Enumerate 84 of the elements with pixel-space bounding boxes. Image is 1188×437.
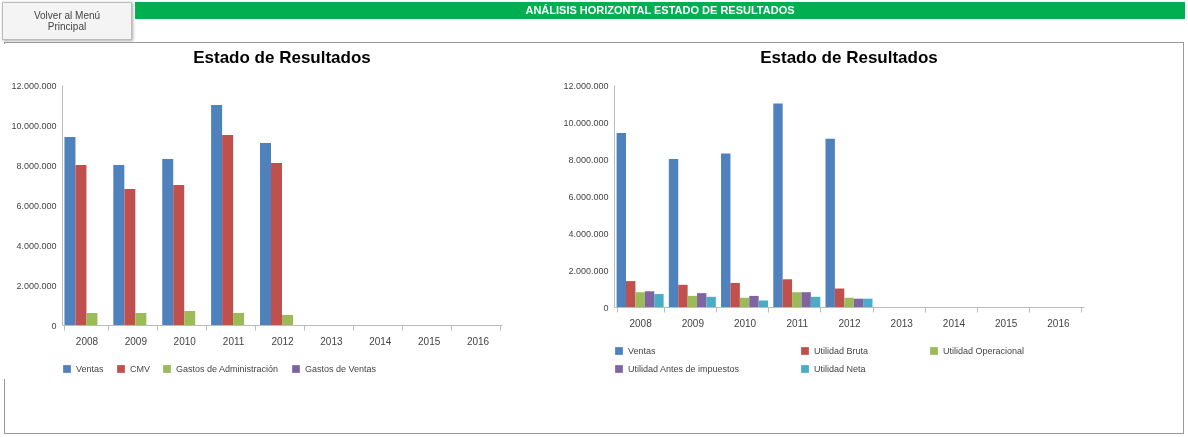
bar	[616, 133, 627, 307]
y-tick-label: 4.000.000	[568, 228, 609, 239]
bar	[678, 284, 688, 307]
y-tick-label: 10.000.000	[11, 120, 57, 131]
bar	[782, 279, 793, 307]
bar	[233, 313, 245, 325]
bar	[801, 292, 811, 307]
y-tick-label: 6.000.000	[16, 200, 57, 211]
x-tick-label: 2015	[995, 317, 1018, 329]
bar	[113, 165, 125, 325]
bar	[260, 143, 271, 325]
bar	[64, 137, 76, 325]
bar	[626, 281, 636, 307]
x-tick-label: 2011	[222, 335, 245, 347]
legend-label: CMV	[130, 364, 150, 374]
x-tick-label: 2009	[124, 335, 148, 347]
bar	[75, 165, 87, 325]
chart-title: Estado de Resultados	[193, 48, 371, 67]
bar	[810, 296, 821, 307]
x-tick-label: 2015	[418, 335, 441, 347]
x-tick-label: 2012	[838, 317, 862, 329]
legend-label: Utilidad Bruta	[814, 346, 869, 356]
bar	[271, 163, 282, 325]
y-tick-label: 12.000.000	[11, 80, 57, 91]
bar	[162, 159, 174, 325]
x-tick-label: 2012	[271, 335, 295, 347]
y-tick-label: 10.000.000	[563, 117, 609, 128]
bar	[792, 292, 802, 307]
bar	[834, 288, 845, 307]
x-tick-label: 2014	[369, 335, 392, 347]
bar	[706, 296, 716, 307]
legend-label: Ventas	[628, 346, 657, 356]
y-tick-label: 12.000.000	[563, 80, 609, 91]
x-tick-label: 2010	[173, 335, 197, 347]
x-tick-label: 2014	[942, 317, 966, 329]
bar	[211, 105, 223, 325]
y-tick-label: 0	[51, 320, 57, 331]
legend-label: Utilidad Operacional	[943, 346, 1025, 356]
bar	[749, 295, 759, 307]
legend-label: Gastos de Administración	[176, 364, 279, 374]
bar	[282, 315, 293, 325]
y-tick-label: 8.000.000	[568, 154, 609, 165]
x-tick-label: 2008	[629, 317, 653, 329]
y-tick-label: 2.000.000	[16, 280, 57, 291]
bar	[654, 294, 664, 307]
x-tick-label: 2010	[733, 317, 757, 329]
bar	[773, 103, 783, 307]
y-tick-label: 6.000.000	[568, 191, 609, 202]
x-tick-label: 2011	[786, 317, 809, 329]
y-tick-label: 0	[603, 302, 609, 313]
x-tick-label: 2013	[320, 335, 343, 347]
bar	[184, 311, 196, 325]
bar	[853, 298, 864, 307]
bar	[739, 297, 750, 307]
bar	[135, 313, 147, 325]
y-tick-label: 4.000.000	[16, 240, 57, 251]
legend-label: Utilidad Antes de impuestos	[628, 364, 740, 374]
y-tick-label: 8.000.000	[16, 160, 57, 171]
bar	[863, 298, 873, 307]
bar	[668, 159, 679, 307]
x-tick-label: 2008	[75, 335, 99, 347]
bar	[825, 138, 835, 307]
x-tick-label: 2016	[1047, 317, 1070, 329]
bar	[86, 313, 98, 325]
bar	[687, 295, 698, 307]
legend-label: Utilidad Neta	[814, 364, 866, 374]
bar	[173, 185, 185, 325]
bar	[222, 135, 234, 325]
bar	[644, 291, 655, 307]
legend-label: Gastos de Ventas	[305, 364, 377, 374]
bar	[721, 153, 731, 307]
bar	[697, 293, 707, 307]
bar	[730, 282, 740, 307]
chart-title: Estado de Resultados	[760, 48, 938, 67]
x-tick-label: 2013	[890, 317, 914, 329]
bar	[635, 292, 645, 307]
text: ANÁLISIS HORIZONTAL ESTADO DE RESULTADOS	[135, 2, 1185, 19]
x-tick-label: 2016	[466, 335, 490, 347]
y-tick-label: 2.000.000	[568, 265, 609, 276]
legend-label: Ventas	[76, 364, 105, 374]
bar	[844, 297, 854, 307]
bar	[124, 189, 136, 325]
x-tick-label: 2009	[681, 317, 705, 329]
menu-button: Volver al Menú Principal	[2, 2, 132, 40]
